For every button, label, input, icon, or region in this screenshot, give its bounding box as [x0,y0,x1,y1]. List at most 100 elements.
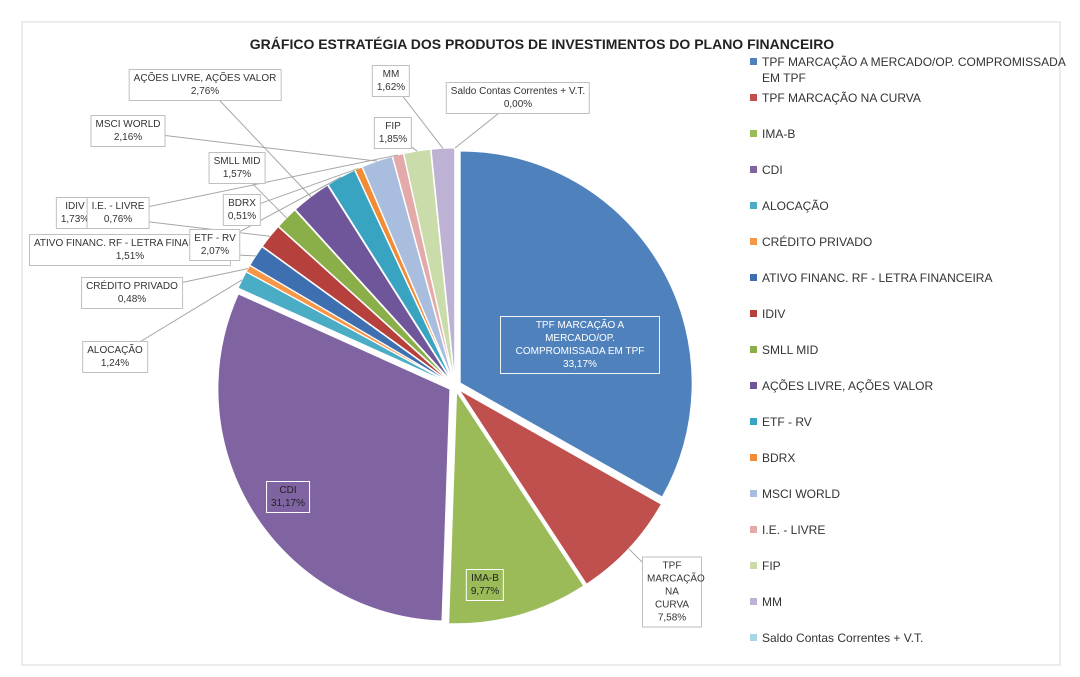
data-label-name: ATIVO FINANC. RF - LETRA FINANCEIRA [33,238,227,249]
data-label: MSCI WORLD 2,16% [90,115,166,147]
legend-label: ATIVO FINANC. RF - LETRA FINANCEIRA [762,271,993,285]
legend-item: ALOCAÇÃO [750,198,1080,214]
legend-label: SMLL MID [762,343,819,357]
legend-label: IMA-B [762,127,796,141]
legend-swatch [750,58,757,65]
legend-label: AÇÕES LIVRE, AÇÕES VALOR [762,379,934,393]
data-label-value: 1,62% [376,82,406,93]
data-label-name: IMA-B [471,573,499,584]
leader-line [127,130,378,162]
data-label-value: 33,17% [563,359,597,370]
legend-swatch [750,634,757,641]
legend-label: I.E. - LIVRE [762,523,826,537]
pie-slice [459,150,693,498]
legend-item: ATIVO FINANC. RF - LETRA FINANCEIRA [750,270,1080,286]
data-label: FIP 1,85% [373,117,413,149]
data-label-value: 0,48% [117,294,147,305]
legend-swatch [750,382,757,389]
data-label-name: CRÉDITO PRIVADO [86,281,178,292]
data-label-name: I.E. - LIVRE [91,201,145,212]
legend-swatch [750,166,757,173]
data-label-value: 31,17% [271,498,305,509]
data-label: IMA-B 9,77% [465,569,505,601]
data-label: I.E. - LIVRE 0,76% [86,197,150,229]
legend-item: IDIV [750,306,1080,322]
legend-swatch [750,202,757,209]
data-label-value: 1,57% [222,169,252,180]
legend-swatch [750,418,757,425]
data-label-name: IDIV [65,201,85,212]
pie-slice [261,225,451,383]
legend-item: TPF MARCAÇÃO NA CURVA [750,90,1080,106]
legend-item: BDRX [750,450,1080,466]
leader-line [204,84,312,197]
legend-swatch [750,130,757,137]
data-label: TPF MARCAÇÃO A MERCADO/OP. COMPROMISSADA… [500,316,660,374]
leader-line [241,167,359,211]
legend-label: TPF MARCAÇÃO NA CURVA [762,91,921,105]
data-label: BDRX 0,51% [222,194,262,226]
data-label-name: FIP [385,121,401,132]
data-label: TPF MARCAÇÃO NA CURVA 7,58% [642,556,705,628]
legend-item: FIP [750,558,1080,574]
legend-label: ETF - RV [762,415,812,429]
legend-swatch [750,562,757,569]
legend-swatch [750,526,757,533]
legend-item: Saldo Contas Correntes + V.T. [750,630,1080,646]
data-label-value: 1,24% [100,358,130,369]
legend-swatch [750,238,757,245]
legend-item: TPF MARCAÇÃO A MERCADO/OP. COMPROMISSADA… [750,54,1080,86]
data-label-name: TPF MARCAÇÃO A MERCADO/OP. COMPROMISSADA… [515,320,645,357]
data-label-name: BDRX [228,198,256,209]
data-label-name: ALOCAÇÃO [87,345,143,356]
legend-label: CDI [762,163,783,177]
data-label-name: MSCI WORLD [95,119,161,130]
legend-label: Saldo Contas Correntes + V.T. [762,631,924,645]
legend-item: CDI [750,162,1080,178]
data-label: AÇÕES LIVRE, AÇÕES VALOR 2,76% [128,69,282,101]
data-label-value: 0,76% [103,214,133,225]
data-label-name: SMLL MID [213,156,261,167]
legend-swatch [750,310,757,317]
legend-item: MSCI WORLD [750,486,1080,502]
legend-swatch [750,454,757,461]
legend-label: FIP [762,559,781,573]
data-label-name: CDI [279,485,297,496]
data-label: ETF - RV 2,07% [189,229,241,261]
legend-label: CRÉDITO PRIVADO [762,235,873,249]
legend-item: MM [750,594,1080,610]
legend-label: IDIV [762,307,786,321]
data-label: CDI 31,17% [266,481,310,513]
data-label-value: 1,51% [115,251,145,262]
data-label-value: 2,16% [113,132,143,143]
pie-slice [217,293,451,622]
data-label: ALOCAÇÃO 1,24% [82,341,148,373]
pie-slice [277,209,452,383]
legend-item: SMLL MID [750,342,1080,358]
legend-label: ALOCAÇÃO [762,199,829,213]
legend-swatch [750,598,757,605]
data-label: SMLL MID 1,57% [208,152,266,184]
data-label-name: MM [382,69,400,80]
data-label-name: TPF MARCAÇÃO NA CURVA [647,560,705,611]
data-label-value: 2,07% [200,246,230,257]
legend-swatch [750,346,757,353]
legend-label: TPF MARCAÇÃO A MERCADO/OP. COMPROMISSADA… [762,55,1066,85]
data-label-value: 9,77% [470,586,500,597]
legend-item: IMA-B [750,126,1080,142]
chart-title: GRÁFICO ESTRATÉGIA DOS PRODUTOS DE INVES… [249,36,835,52]
data-label-name: Saldo Contas Correntes + V.T. [450,86,586,97]
data-label-value: 2,76% [190,86,220,97]
pie-slice [448,390,585,625]
legend-item: ETF - RV [750,414,1080,430]
legend-swatch [750,94,757,101]
legend-item: I.E. - LIVRE [750,522,1080,538]
data-label: Saldo Contas Correntes + V.T. 0,00% [445,82,591,114]
data-label-value: 0,51% [227,211,257,222]
data-label-value: 1,73% [60,214,90,225]
legend-label: MSCI WORLD [762,487,840,501]
legend-item: CRÉDITO PRIVADO [750,234,1080,250]
legend-label: MM [762,595,782,609]
legend-item: AÇÕES LIVRE, AÇÕES VALOR [750,378,1080,394]
